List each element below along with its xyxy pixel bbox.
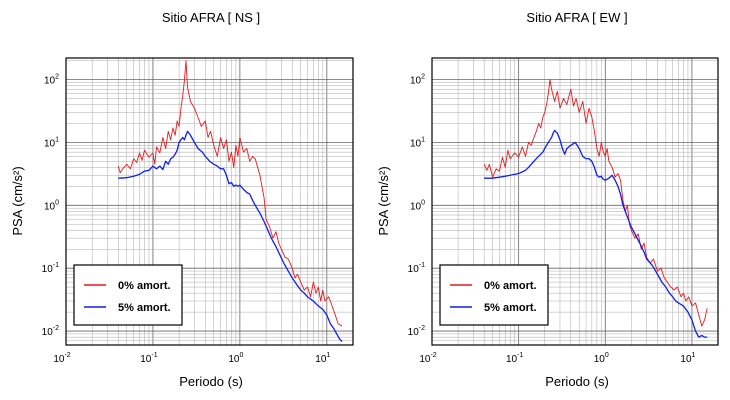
x-tick-label: 101 xyxy=(680,352,695,365)
series-line-amort-5 xyxy=(118,130,343,343)
y-tick-label: 102 xyxy=(44,74,59,87)
y-tick-label: 101 xyxy=(410,136,425,149)
y-tick-label: 10-2 xyxy=(408,325,425,338)
legend-box xyxy=(439,264,549,326)
series-line-amort-0 xyxy=(117,60,343,327)
y-axis-label: PSA (cm/s²) xyxy=(376,166,391,235)
series-line-amort-5 xyxy=(484,129,708,338)
x-tick-label: 10-2 xyxy=(53,352,70,365)
y-tick-label: 10-1 xyxy=(408,262,425,275)
legend-label: 5% amort. xyxy=(484,302,537,314)
chart-title: Sitio AFRA [ NS ] xyxy=(162,10,260,25)
chart-panel-1: Sitio AFRA [ EW ] 10-2 10-1 100 101 10-2 10-1 1… xyxy=(376,10,719,389)
plot-frame xyxy=(65,57,354,346)
x-tick-label: 100 xyxy=(228,352,243,365)
grid xyxy=(431,58,719,346)
grid xyxy=(65,58,354,346)
y-tick-label: 101 xyxy=(44,136,59,149)
x-tick-label: 100 xyxy=(594,352,609,365)
legend-label: 0% amort. xyxy=(118,280,171,292)
series-line-amort-0 xyxy=(483,79,708,327)
legend: 0% amort. 5% amort. xyxy=(439,264,549,326)
chart-title: Sitio AFRA [ EW ] xyxy=(526,10,627,25)
y-tick-label: 10-1 xyxy=(42,262,59,275)
y-tick-label: 100 xyxy=(410,199,425,212)
y-axis-label: PSA (cm/s²) xyxy=(10,166,25,235)
x-axis-label: Periodo (s) xyxy=(179,374,243,389)
plot-frame xyxy=(431,57,719,346)
x-tick-label: 10-2 xyxy=(419,352,436,365)
chart-panel-0: Sitio AFRA [ NS ] 10-2 10-1 100 101 10-2 10-1 1… xyxy=(10,10,354,389)
x-tick-label: 10-1 xyxy=(506,352,523,365)
y-tick-label: 100 xyxy=(44,199,59,212)
legend: 0% amort. 5% amort. xyxy=(73,264,183,326)
y-tick-label: 10-2 xyxy=(42,325,59,338)
x-axis-label: Periodo (s) xyxy=(545,374,609,389)
x-tick-label: 101 xyxy=(315,352,330,365)
y-tick-label: 102 xyxy=(410,74,425,87)
x-tick-label: 10-1 xyxy=(140,352,157,365)
legend-label: 0% amort. xyxy=(484,280,537,292)
legend-box xyxy=(73,264,183,326)
legend-label: 5% amort. xyxy=(118,302,171,314)
